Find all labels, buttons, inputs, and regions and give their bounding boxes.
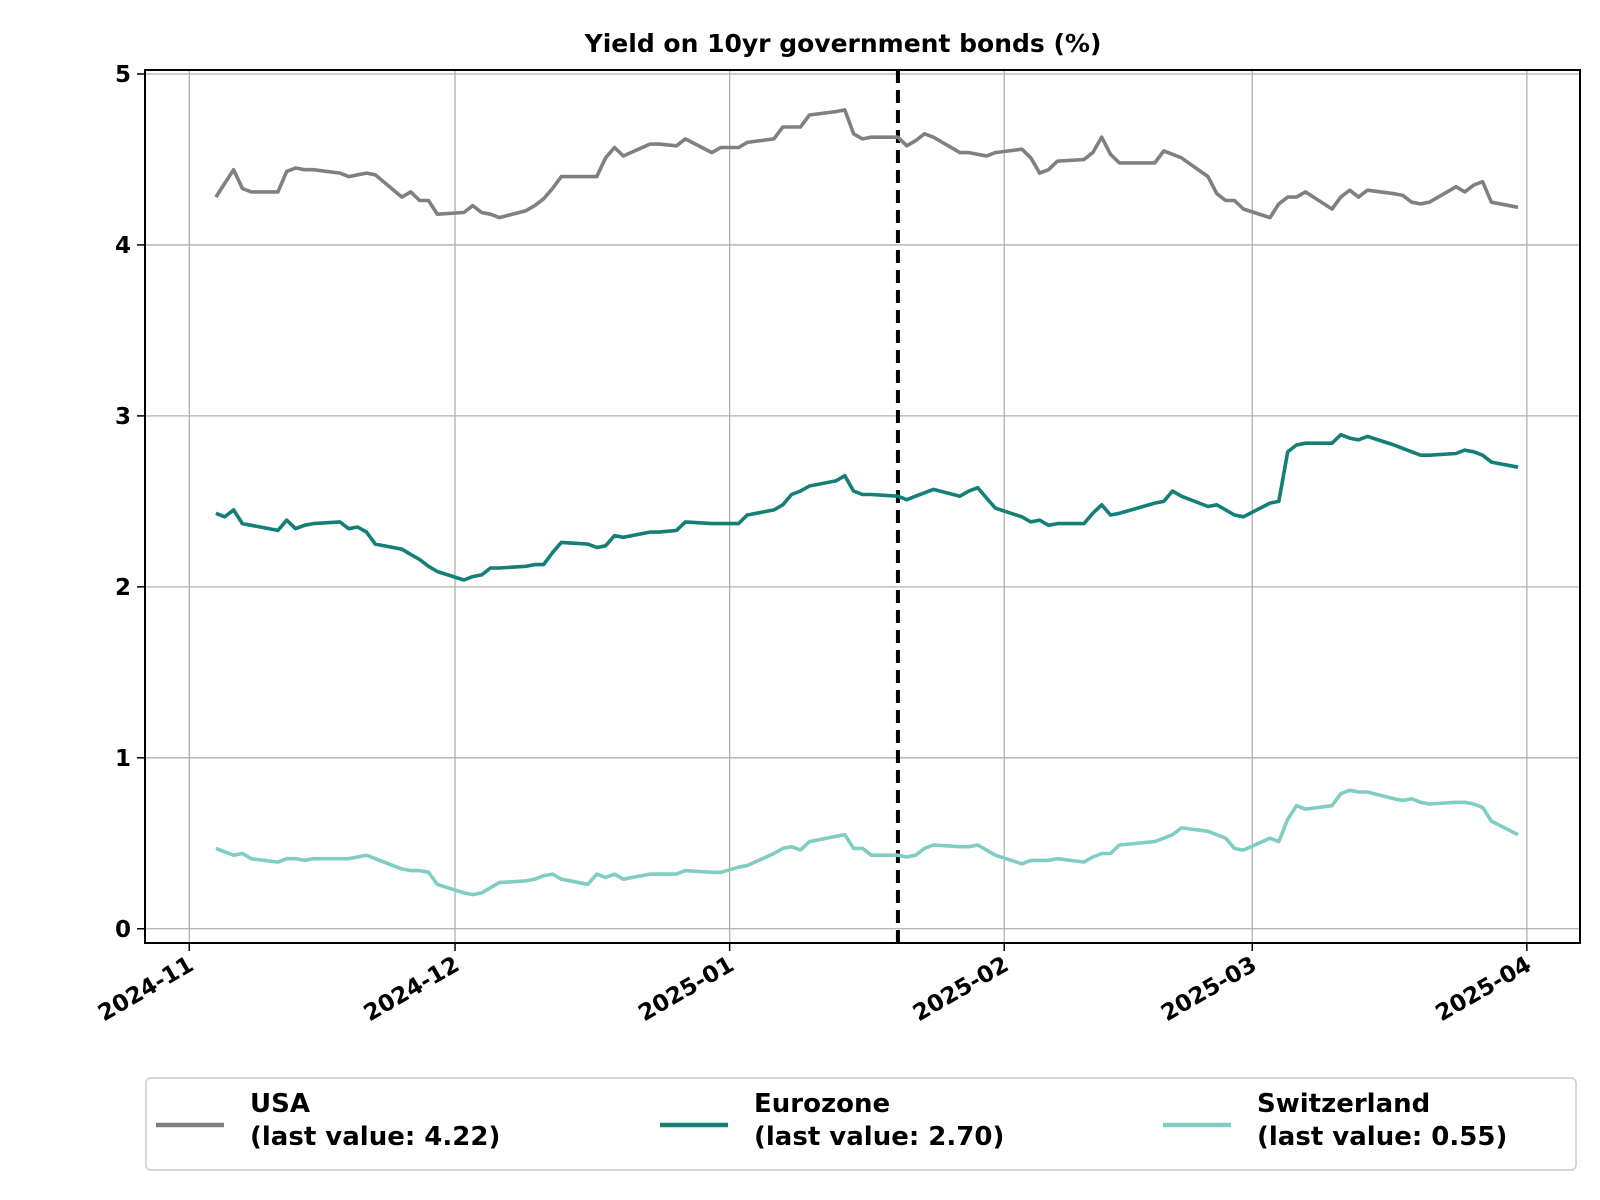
x-tick-label: 2025-03 — [1157, 952, 1261, 1027]
legend: USA(last value: 4.22)Eurozone(last value… — [145, 1077, 1577, 1171]
y-tick-label: 4 — [115, 233, 131, 259]
y-tick-label: 5 — [115, 62, 131, 88]
legend-label: USA — [250, 1089, 310, 1119]
x-tick-label: 2025-04 — [1431, 952, 1535, 1027]
legend-label: Eurozone — [754, 1089, 890, 1119]
plot-area-frame — [144, 69, 1581, 944]
x-tick-label: 2025-01 — [634, 952, 738, 1027]
y-tick-label: 3 — [115, 404, 131, 430]
grid-lines — [145, 70, 1580, 943]
chart-title: Yield on 10yr government bonds (%) — [584, 29, 1102, 58]
y-tick-label: 1 — [115, 746, 131, 772]
series-line-eurozone — [215, 432, 1519, 582]
legend-label: (last value: 0.55) — [1257, 1122, 1507, 1152]
y-axis: 0 1 2 3 4 5 — [115, 62, 145, 943]
y-tick-label: 2 — [115, 575, 131, 601]
series-lines — [214, 108, 1519, 897]
x-axis: 2024-11 2024-12 2025-01 2025-02 2025-03 2025-… — [94, 943, 1536, 1027]
legend-label: Switzerland — [1257, 1089, 1430, 1119]
x-tick-label: 2025-02 — [909, 952, 1013, 1027]
legend-box — [145, 1077, 1577, 1171]
x-tick-label: 2024-11 — [94, 952, 198, 1027]
legend-label: (last value: 4.22) — [250, 1122, 500, 1152]
series-line-usa — [214, 108, 1519, 220]
series-line-switzerland — [215, 788, 1519, 897]
y-tick-label: 0 — [115, 917, 131, 943]
legend-label: (last value: 2.70) — [754, 1122, 1004, 1152]
x-tick-label: 2024-12 — [360, 952, 464, 1027]
